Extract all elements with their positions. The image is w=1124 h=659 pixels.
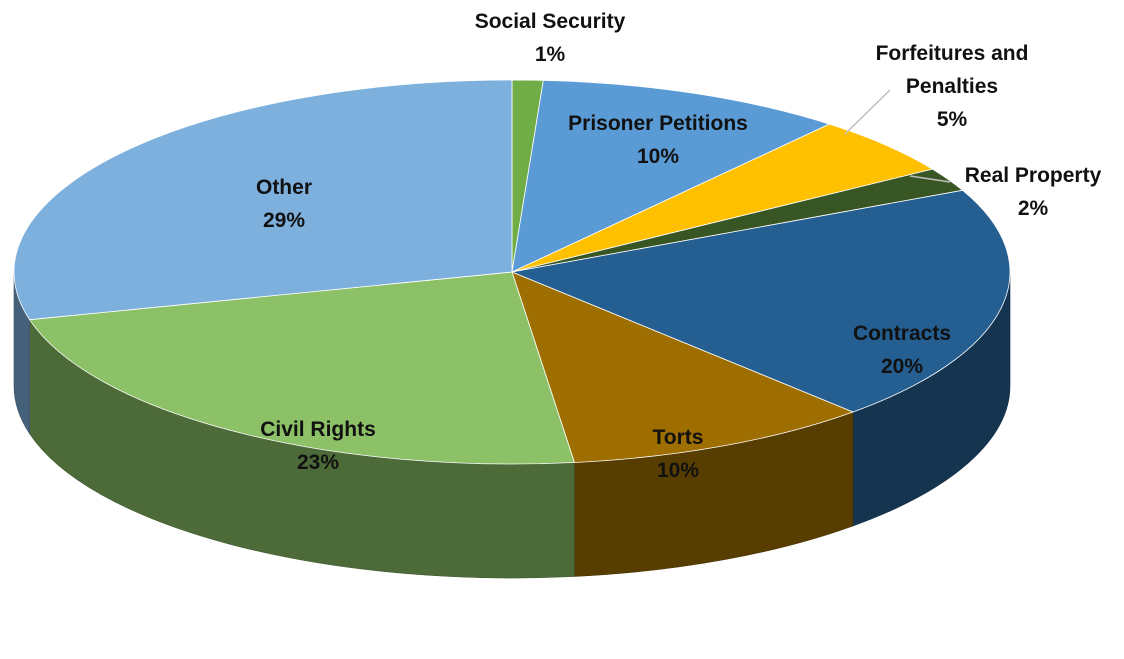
leader-line-forfeitures-and-penalties — [844, 89, 891, 135]
pie-slice-forfeitures-and-penalties — [511, 123, 934, 273]
slice-labels: Social Security 1% Prisoner Petitions 10% Fo… — [256, 10, 1102, 482]
slice-label-civil-rights: Civil Rights — [260, 418, 376, 441]
pie-slice-torts — [511, 271, 855, 463]
pie-slice-contracts — [510, 189, 1011, 413]
leader-line-real-property — [909, 175, 951, 183]
slice-label-torts: Torts — [653, 426, 704, 449]
slice-label-contracts: Contracts — [853, 322, 951, 345]
pie-slice-other — [13, 79, 513, 321]
slice-label-social-security: Social Security — [475, 10, 626, 33]
slice-label-other: Other — [256, 176, 312, 199]
slice-value-social-security: 1% — [535, 43, 566, 66]
slice-label-prisoner-petitions: Prisoner Petitions — [568, 112, 748, 135]
pie-slice-civil-rights — [28, 271, 575, 465]
leader-lines — [844, 89, 951, 183]
slice-value-torts: 10% — [657, 459, 699, 482]
slice-value-prisoner-petitions: 10% — [637, 145, 679, 168]
pie-tops — [13, 79, 1011, 465]
slice-value-forfeitures-and-penalties: 5% — [937, 108, 968, 131]
slice-label-forfeitures-and-penalties: Forfeitures and Penalties — [876, 42, 1029, 98]
slice-value-other: 29% — [263, 209, 305, 232]
pie-slice-prisoner-petitions — [511, 79, 831, 273]
slice-value-real-property: 2% — [1018, 197, 1049, 220]
slice-value-civil-rights: 23% — [297, 451, 339, 474]
slice-label-real-property: Real Property — [965, 164, 1102, 187]
slice-value-contracts: 20% — [881, 355, 923, 378]
